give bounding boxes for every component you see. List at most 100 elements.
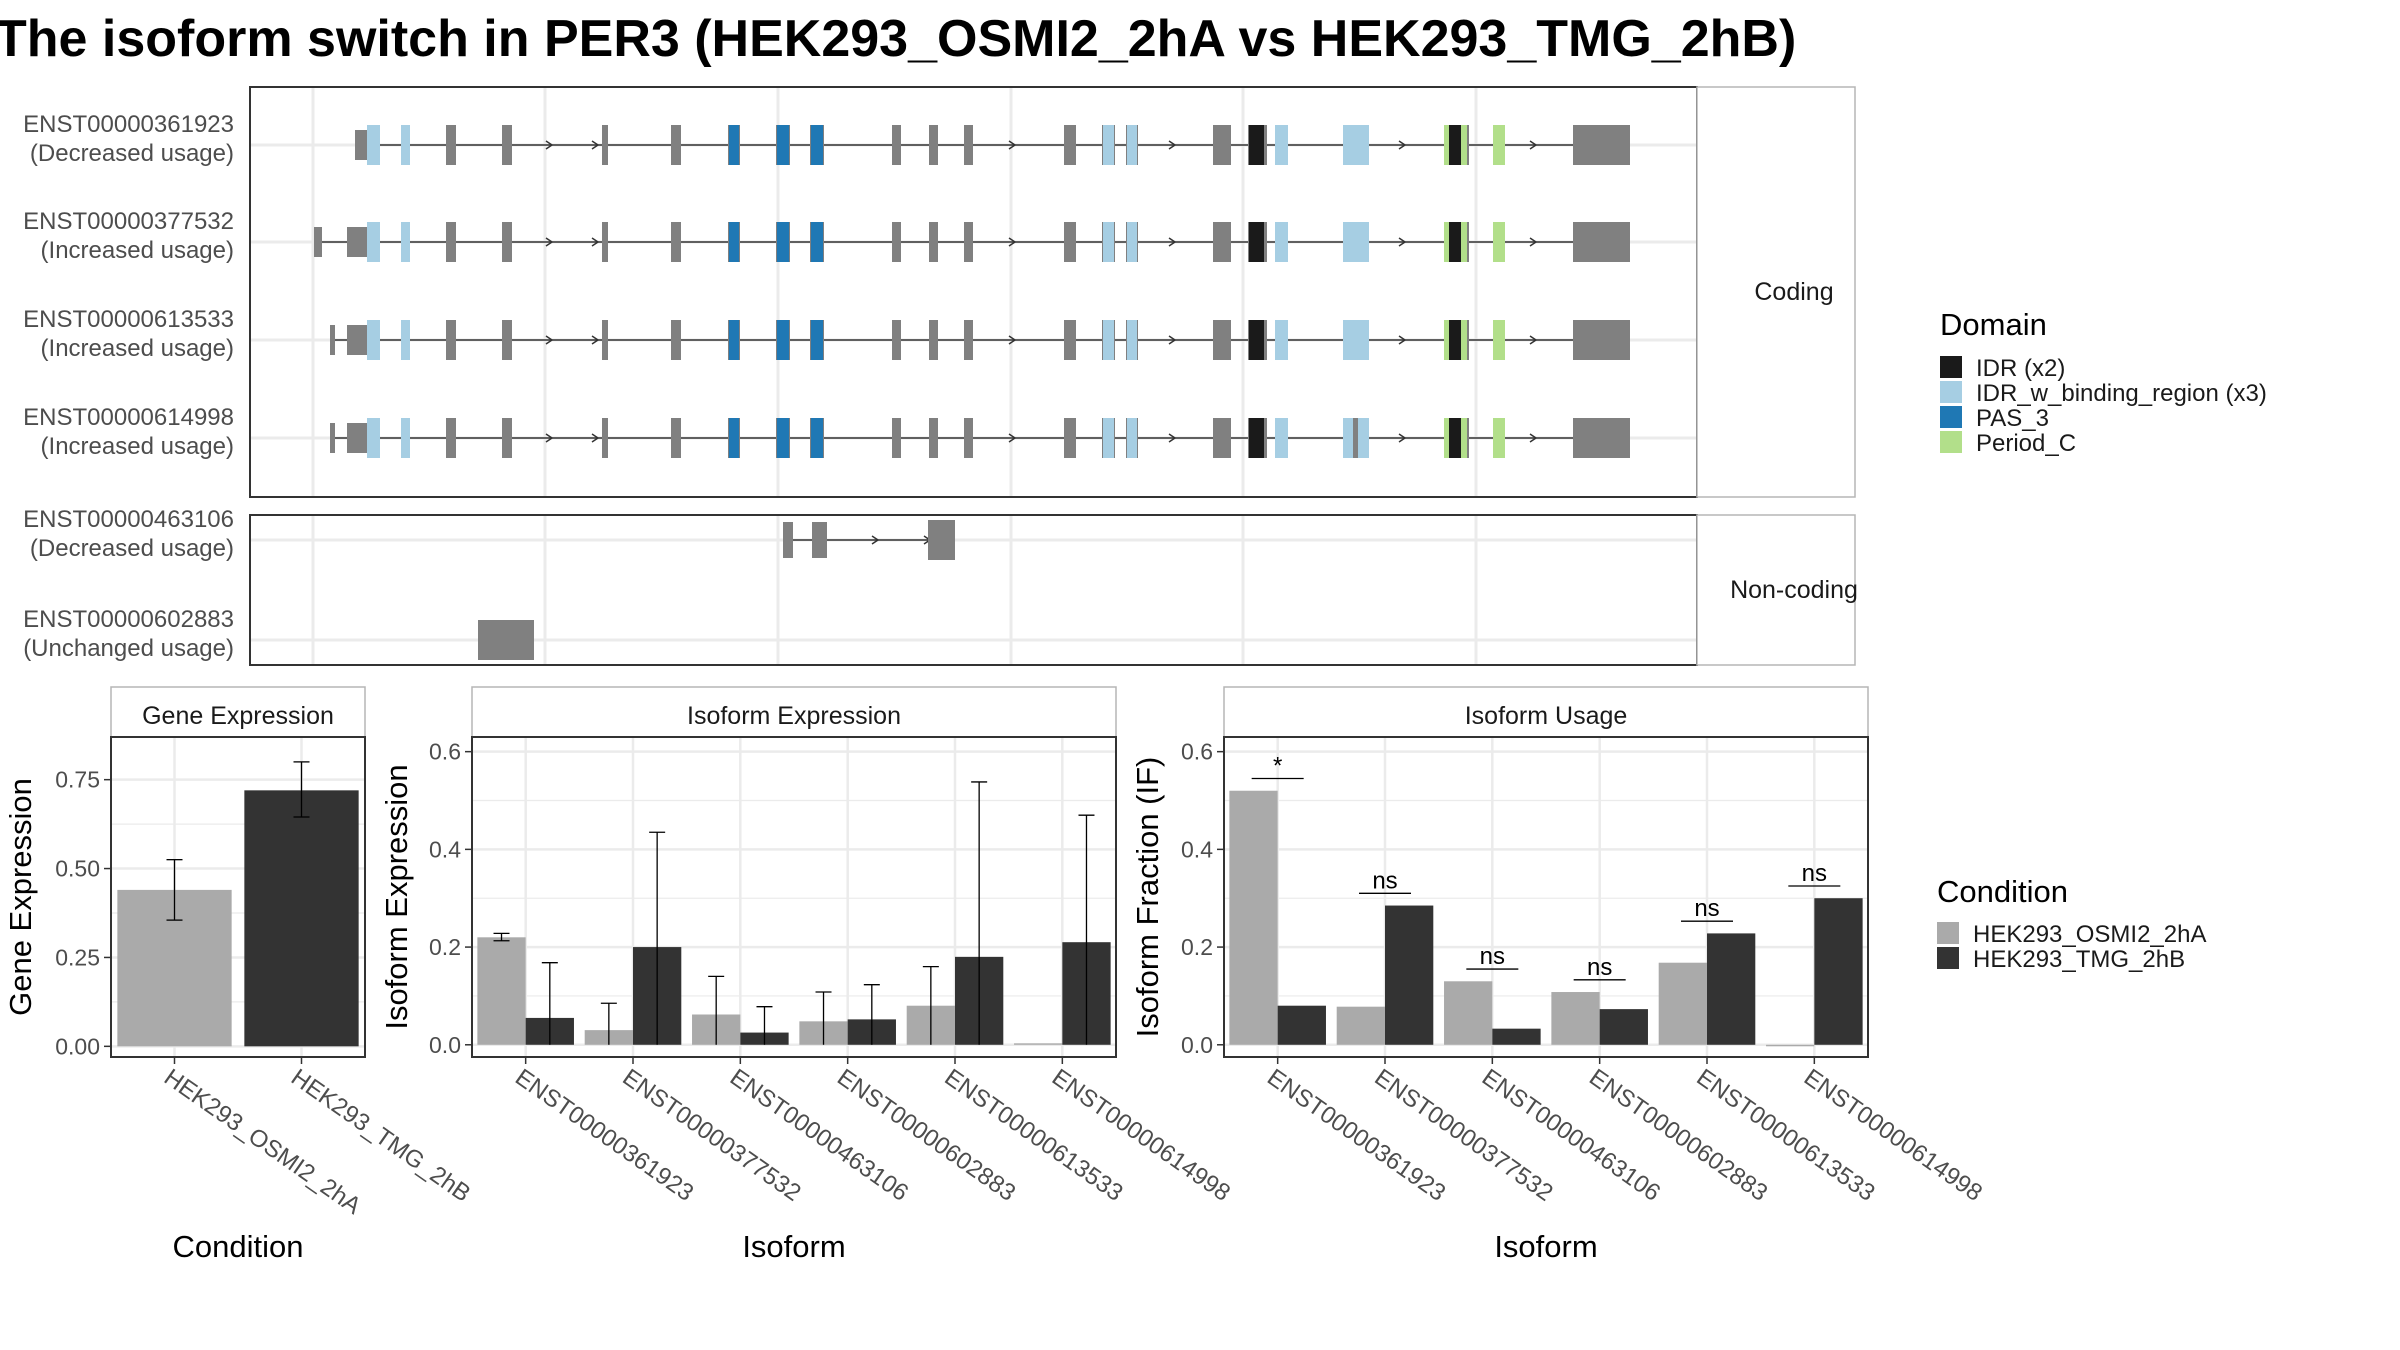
domain-segment [1493, 418, 1505, 458]
panel-background [250, 515, 1697, 665]
exon [892, 320, 901, 360]
domain-segment [401, 125, 410, 165]
transcript-id-label: ENST00000613533 [23, 306, 234, 333]
x-tick-label: ENST00000614998 [1047, 1064, 1235, 1207]
panel-border [110, 736, 366, 1058]
exon [1064, 125, 1076, 165]
domain-segment [811, 320, 823, 360]
exon [446, 222, 456, 262]
exon [347, 423, 367, 453]
y-tick-label: 0.4 [1181, 836, 1213, 862]
domain-segment [367, 222, 380, 262]
y-axis-title: Isoform Expression [379, 764, 414, 1029]
domain-segment [1127, 125, 1137, 165]
facet-strip [1223, 686, 1869, 738]
strand-arrow [1008, 237, 1017, 247]
domain-segment [1249, 418, 1264, 458]
exon [892, 222, 901, 262]
domain-legend-label: IDR_w_binding_region (x3) [1976, 380, 2267, 407]
condition-legend-key [1937, 922, 1959, 944]
domain-legend-key [1940, 431, 1962, 453]
transcript-usage-label: (Decreased usage) [30, 140, 234, 167]
strand-arrow [1398, 237, 1407, 247]
strand-arrow [591, 433, 600, 443]
significance-label: ns [1802, 860, 1827, 887]
strand-arrow [1168, 433, 1177, 443]
strand-arrow [1168, 237, 1177, 247]
strand-arrow [1168, 335, 1177, 345]
domain-segment [1275, 125, 1288, 165]
strand-arrow [871, 535, 880, 545]
x-tick-label: ENST00000377532 [1370, 1064, 1558, 1207]
transcript-structure-panel: CodingNon-codingENST00000361923(Decrease… [23, 86, 1858, 666]
domain-segment [1103, 222, 1114, 262]
domain-segment [1493, 125, 1505, 165]
x-axis-title: Isoform [742, 1229, 845, 1264]
y-tick-label: 0.0 [1181, 1032, 1213, 1058]
significance-label: ns [1694, 895, 1719, 922]
domain-segment [1103, 125, 1114, 165]
exon-utr [1580, 320, 1630, 360]
exon [1573, 125, 1581, 165]
exon [1573, 222, 1581, 262]
domain-segment [1127, 418, 1137, 458]
exon [330, 325, 335, 355]
strand-arrow [1529, 237, 1538, 247]
exon [671, 418, 681, 458]
exon [446, 418, 456, 458]
x-tick-label: ENST00000602883 [1584, 1064, 1772, 1207]
exon [928, 520, 955, 560]
transcript-id-label: ENST00000377532 [23, 208, 234, 235]
domain-segment [1493, 320, 1505, 360]
bar [1551, 992, 1600, 1045]
y-axis-title: Isoform Fraction (IF) [1130, 757, 1165, 1038]
exon-utr [1580, 125, 1630, 165]
transcript-usage-label: (Increased usage) [41, 335, 234, 362]
x-tick-label: ENST00000602883 [832, 1064, 1020, 1207]
exon [964, 125, 973, 165]
domain-segment [1444, 320, 1449, 360]
exon-utr [1580, 222, 1630, 262]
exon [347, 227, 367, 257]
domain-segment [1358, 418, 1369, 458]
transcript-id-label: ENST00000602883 [23, 606, 234, 633]
transcript-usage-label: (Unchanged usage) [23, 635, 234, 662]
isoform-expression-chart: Isoform Expression 0.0 0.2 0.4 0.6 ENST000003… [379, 686, 1235, 1264]
domain-segment [1449, 222, 1461, 262]
domain-segment [1444, 418, 1449, 458]
exon [1213, 418, 1231, 458]
bar [1814, 898, 1863, 1045]
transcript-id-label: ENST00000463106 [23, 506, 234, 533]
x-tick-label: ENST00000463106 [1477, 1064, 1665, 1207]
exon [671, 222, 681, 262]
domain-legend-label: Period_C [1976, 430, 2076, 457]
y-tick-label: 0.2 [1181, 934, 1213, 960]
exon [602, 125, 608, 165]
y-tick-label: 0.75 [55, 767, 100, 793]
domain-legend-key [1940, 406, 1962, 428]
y-tick-label: 0.25 [55, 944, 100, 970]
significance-label: ns [1372, 867, 1397, 894]
figure-title: The isoform switch in PER3 (HEK293_OSMI2… [0, 10, 1796, 68]
domain-segment [1449, 125, 1461, 165]
bar [1599, 1009, 1648, 1045]
exon [1064, 320, 1076, 360]
domain-segment [367, 418, 380, 458]
x-axis-title: Isoform [1494, 1229, 1597, 1264]
x-tick-label: ENST00000361923 [1262, 1064, 1450, 1207]
exon [1573, 320, 1581, 360]
domain-segment [811, 418, 823, 458]
exon [602, 418, 608, 458]
condition-legend-key [1937, 947, 1959, 969]
bar [1277, 1005, 1326, 1045]
domain-segment [1444, 125, 1449, 165]
bar [1658, 962, 1707, 1045]
chart-title: Gene Expression [142, 702, 334, 730]
exon [502, 125, 512, 165]
facet-strip [471, 686, 1117, 738]
exon [671, 320, 681, 360]
domain-segment [811, 222, 823, 262]
exon [478, 620, 534, 660]
exon [502, 418, 512, 458]
y-tick-label: 0.6 [1181, 739, 1213, 765]
